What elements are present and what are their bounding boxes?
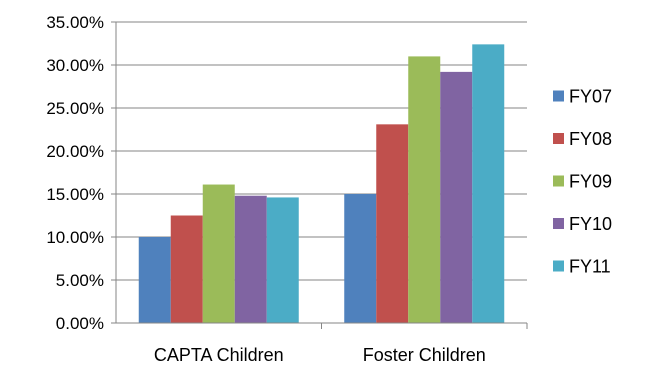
legend-swatch — [553, 175, 564, 187]
bar-fy08-1 — [376, 124, 409, 323]
y-tick-label: 20.00% — [46, 142, 104, 161]
bar-fy11-1 — [472, 44, 505, 324]
legend-label: FY07 — [569, 87, 612, 107]
axes — [111, 21, 528, 329]
bar-fy09-0 — [202, 184, 235, 323]
y-tick-label: 15.00% — [46, 185, 104, 204]
y-tick-label: 0.00% — [56, 314, 104, 333]
legend-label: FY09 — [569, 172, 612, 192]
legend-label: FY10 — [569, 214, 612, 234]
legend-label: FY11 — [569, 257, 611, 277]
y-tick-label: 30.00% — [46, 56, 104, 75]
bar-fy08-0 — [170, 215, 203, 323]
y-tick-label: 25.00% — [46, 99, 104, 118]
bar-fy11-0 — [266, 197, 299, 323]
bar-fy07-1 — [344, 194, 377, 323]
category-labels: CAPTA Children Foster Children — [154, 345, 486, 365]
legend-swatch — [553, 260, 564, 272]
legend: FY07 FY08 FY09 FY10 FY11 — [553, 87, 612, 277]
legend-swatch — [553, 90, 564, 102]
y-tick-label: 35.00% — [46, 13, 104, 32]
legend-swatch — [553, 133, 564, 144]
legend-label: FY08 — [569, 129, 612, 149]
bar-fy10-1 — [440, 71, 473, 323]
y-tick-label: 10.00% — [46, 228, 104, 247]
y-tick-label: 5.00% — [56, 271, 104, 290]
bar-fy09-1 — [408, 56, 441, 324]
legend-swatch — [553, 218, 564, 229]
y-tick-labels: 0.00% 5.00% 10.00% 15.00% 20.00% 25.00% 30.00%… — [46, 13, 104, 333]
bar-fy10-0 — [234, 195, 267, 323]
bar-fy07-0 — [138, 237, 171, 323]
bars — [138, 44, 505, 324]
category-label: CAPTA Children — [154, 345, 284, 365]
category-label: Foster Children — [363, 345, 486, 365]
